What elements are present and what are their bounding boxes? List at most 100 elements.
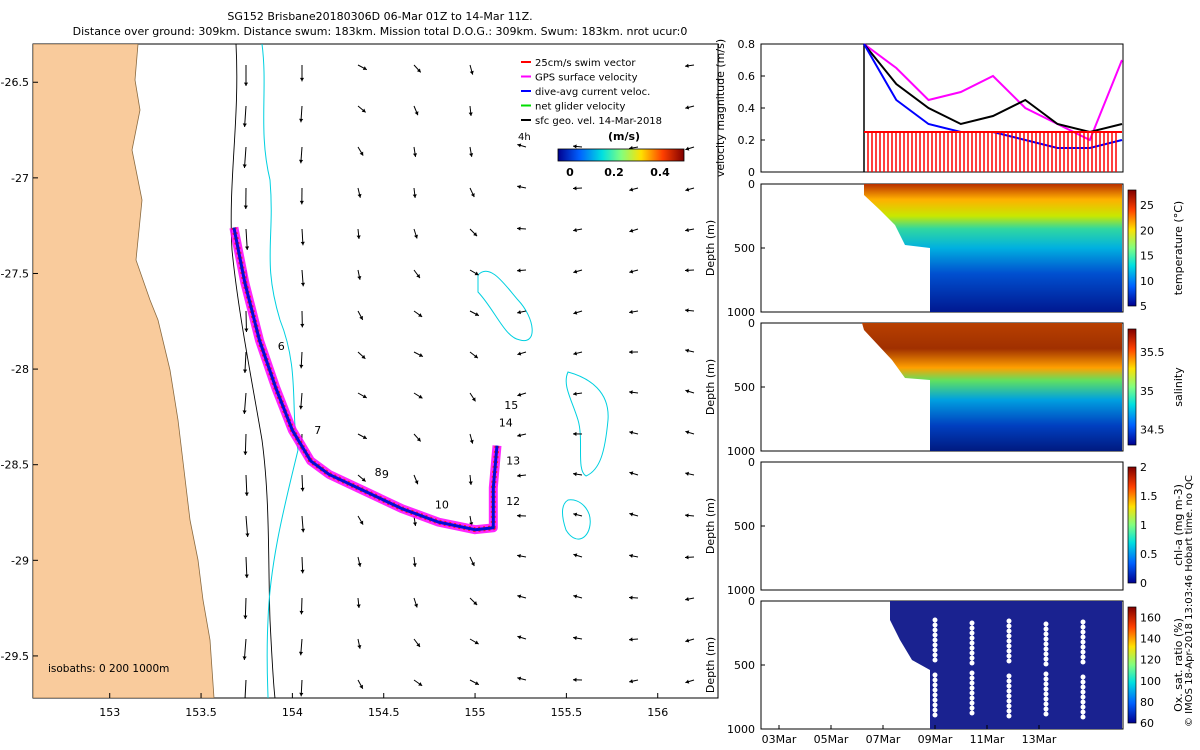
velocity-arrowhead: [517, 392, 522, 397]
oxygen-gap-dot: [1080, 689, 1086, 695]
colorbar-tick-label: 20: [1140, 224, 1154, 237]
velocity-arrowhead: [245, 533, 250, 537]
colorbar-tick-label: 35: [1140, 385, 1154, 398]
velocity-arrowhead: [243, 82, 249, 86]
velocity-arrowhead: [359, 315, 363, 320]
oxygen-gap-dot: [1006, 688, 1012, 694]
velocity-arrowhead: [416, 68, 421, 73]
legend-extra: 4h: [518, 132, 531, 143]
day-label: 14: [499, 416, 513, 429]
y-tick-label: 0: [748, 595, 755, 608]
lat-tick-label: -29: [11, 554, 29, 567]
velocity-panel-frame: [760, 43, 1124, 173]
colorbar-tick-label: 0.4: [650, 166, 670, 179]
oxygen-gap-dot: [1080, 699, 1086, 705]
isobath-seamount-c: [562, 499, 591, 540]
lon-tick-label: 153: [99, 706, 120, 719]
oxygen-gap-dot: [932, 697, 938, 703]
velocity-arrowhead: [300, 569, 305, 574]
velocity-arrowhead: [356, 235, 361, 239]
legend-label: net glider velocity: [535, 102, 625, 113]
y-tick-label: 1000: [727, 445, 755, 458]
y-tick-label: 500: [734, 381, 755, 394]
colorbar-tick-label: 0.5: [1140, 548, 1158, 561]
velocity-arrowhead: [685, 430, 690, 435]
temperature-section: [864, 184, 1122, 312]
velocity-arrowhead: [474, 312, 479, 316]
velocity-arrowhead: [685, 679, 690, 684]
oxygen-gap-dot: [969, 650, 975, 656]
velocity-arrowhead: [629, 471, 634, 476]
lat-tick-label: -26.5: [1, 76, 29, 89]
colorbar-tick-label: 120: [1140, 654, 1161, 667]
day-label: 13: [506, 455, 520, 468]
velocity-arrow: [243, 638, 247, 660]
oxygen-gap-dot: [969, 710, 975, 716]
velocity-arrowhead: [299, 77, 305, 82]
velocity-arrowhead: [300, 241, 305, 246]
velocity-arrow: [245, 556, 248, 579]
y-axis-label: Depth (m): [704, 220, 717, 276]
y-tick-label: 0: [748, 166, 755, 179]
oxygen-gap-dot: [969, 685, 975, 691]
velocity-arrowhead: [243, 697, 248, 698]
oxygen-gap-dot: [1043, 646, 1049, 652]
colorbar-label: chl-a (mg m-3): [1172, 484, 1185, 566]
colorbar-unit: (m/s): [608, 130, 640, 143]
velocity-arrowhead: [356, 604, 361, 608]
lat-tick-label: -27.5: [1, 267, 29, 280]
date-tick-label: 05Mar: [814, 733, 849, 746]
colorbar-tick-label: 1.5: [1140, 490, 1158, 503]
velocity-arrowhead: [685, 389, 690, 394]
day-labels: 6 7 8 9 10 12 13 14 15: [278, 340, 520, 512]
oxygen-gap-dot: [1080, 714, 1086, 720]
velocity-arrowhead: [242, 410, 247, 414]
velocity-arrowhead: [517, 184, 521, 189]
oxygen-gap-dot: [969, 620, 975, 626]
oxygen-section: [890, 601, 1122, 729]
velocity-arrowhead: [573, 391, 577, 396]
velocity-arrowhead: [300, 487, 305, 492]
velocity-arrowhead: [517, 226, 521, 231]
oxygen-gap-dot: [932, 642, 938, 648]
chla-panel-frame: [760, 461, 1124, 591]
oxygen-gap-dot: [1080, 654, 1086, 660]
y-tick-label: 0.8: [738, 38, 756, 51]
velocity-arrowhead: [469, 439, 474, 444]
y-tick-label: 0.2: [738, 134, 756, 147]
velocity-arrowhead: [416, 643, 421, 647]
velocity-arrowhead: [629, 512, 634, 517]
velocity-arrowhead: [469, 153, 474, 157]
velocity-arrowhead: [300, 323, 305, 328]
velocity-arrowhead: [359, 684, 363, 689]
velocity-arrowhead: [469, 522, 474, 526]
velocity-arrowhead: [470, 562, 475, 567]
velocity-arrowhead: [473, 354, 478, 359]
oxygen-gap-dot: [1043, 636, 1049, 642]
velocity-arrowhead: [242, 123, 247, 127]
velocity-arrowhead: [361, 477, 366, 482]
velocity-arrowhead: [414, 111, 419, 116]
velocity-arrowhead: [470, 193, 475, 198]
colorbar-tick-label: 25: [1140, 199, 1154, 212]
velocity-arrowhead: [573, 228, 577, 233]
velocity-arrowhead: [361, 354, 366, 359]
oxygen-gap-dot: [1006, 618, 1012, 624]
velocity-arrowhead: [471, 397, 476, 402]
colorbar-label: Ox. sat. ratio (%): [1172, 618, 1185, 712]
colorbar-tick-label: 0: [566, 166, 574, 179]
oxygen-gap-dot: [1043, 626, 1049, 632]
velocity-arrowhead: [474, 681, 479, 685]
oxygen-gap-dot: [1006, 643, 1012, 649]
date-tick-label: 13Mar: [1022, 733, 1057, 746]
legend-label: GPS surface velocity: [535, 73, 638, 84]
lat-tick-label: -29.5: [1, 650, 29, 663]
velocity-arrowhead: [359, 151, 364, 156]
oxygen-gap-dot: [1006, 673, 1012, 679]
coastline-land: [33, 44, 215, 698]
velocity-arrowhead: [418, 682, 423, 686]
oxygen-gap-dot: [1006, 683, 1012, 689]
velocity-arrowhead: [244, 492, 249, 496]
velocity-arrowhead: [412, 153, 418, 157]
oxygen-gap-dot: [1006, 693, 1012, 699]
